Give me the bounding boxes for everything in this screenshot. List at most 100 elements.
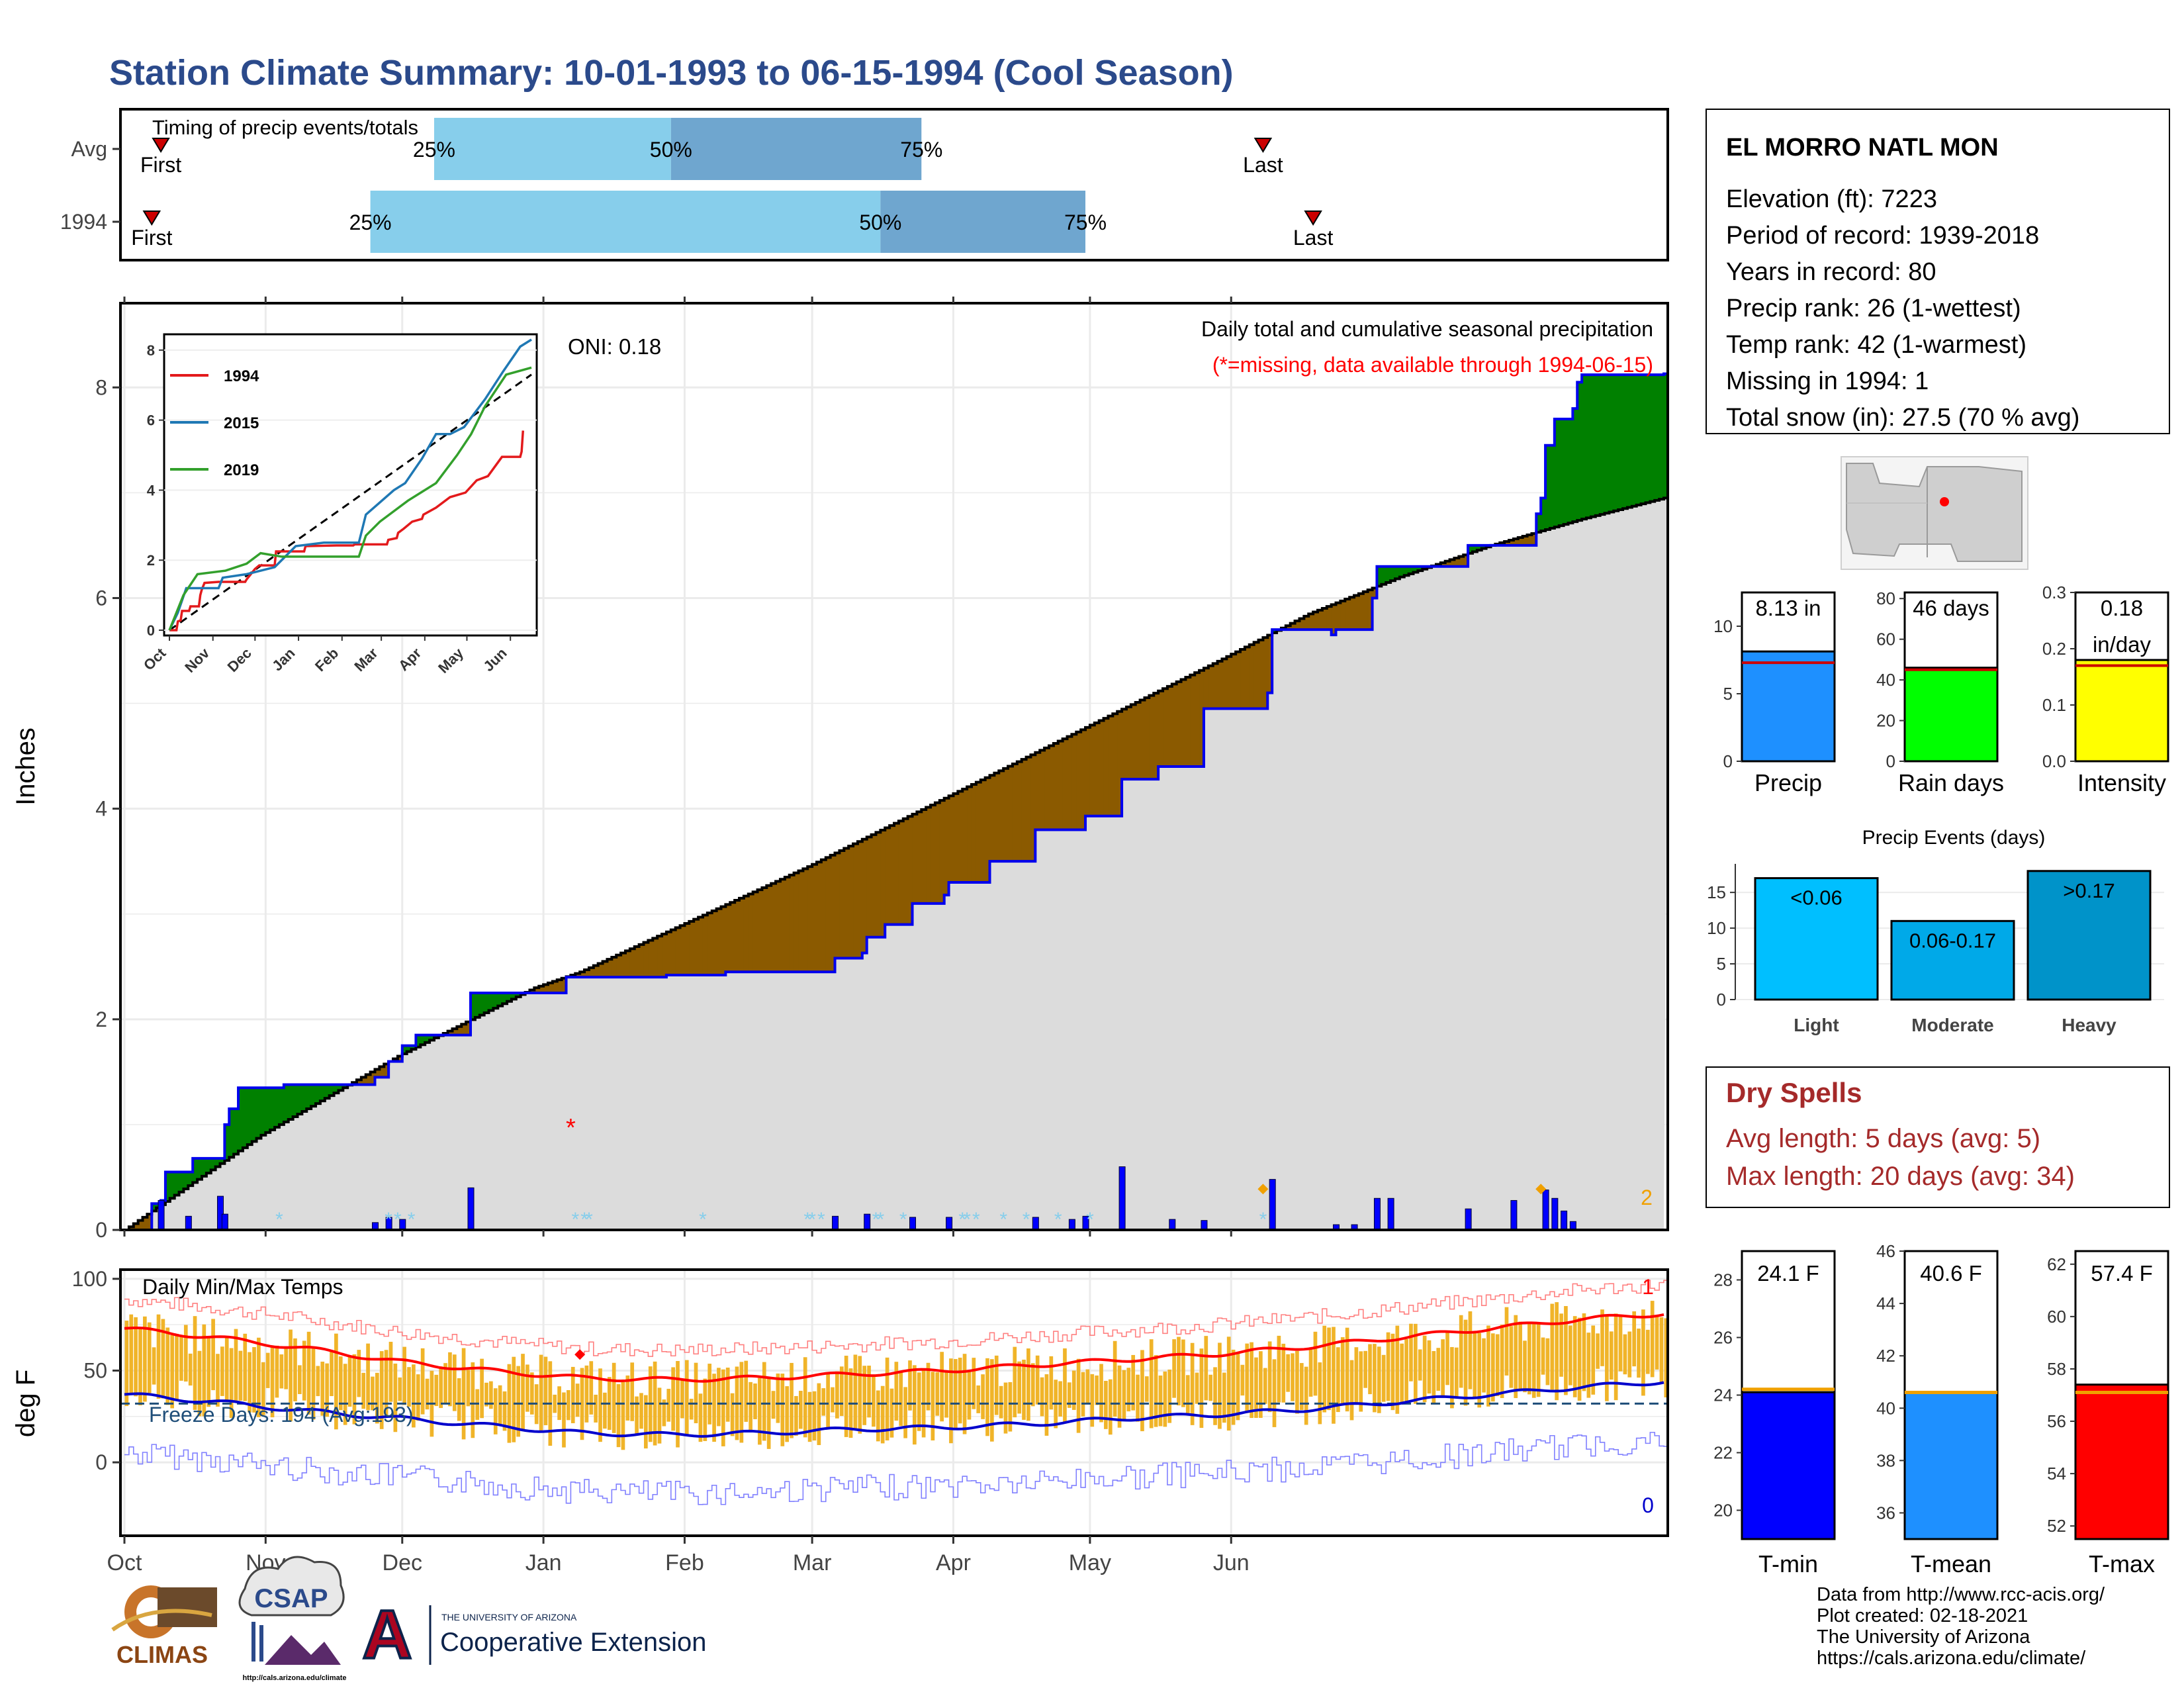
daily-temp-bar [1126, 1368, 1131, 1412]
credit-line: The University of Arizona [1817, 1626, 2030, 1648]
below-average-fill [1135, 702, 1141, 780]
daily-temp-bar [1536, 1324, 1541, 1397]
above-average-fill [343, 1084, 348, 1088]
temp-summary-y-tick-label: 54 [2047, 1464, 2066, 1483]
below-average-fill [725, 904, 731, 972]
daily-temp-bar [1095, 1375, 1099, 1405]
below-average-fill [898, 821, 904, 925]
snow-marker: * [958, 1209, 966, 1231]
above-average-fill [1577, 382, 1582, 521]
above-average-fill [471, 993, 476, 1020]
inset-average-line [169, 373, 532, 632]
daily-temp-bar [594, 1394, 598, 1423]
daily-temp-bar [1013, 1346, 1017, 1418]
below-average-fill [766, 885, 772, 972]
daily-temp-bar [680, 1380, 684, 1419]
daily-temp-bar [220, 1346, 224, 1396]
daily-temp-bar [521, 1354, 525, 1432]
below-average-fill [375, 1069, 380, 1078]
credit-line: Plot created: 02-18-2021 [1817, 1605, 2028, 1626]
temp-summary-y-tick-label: 24 [1713, 1385, 1733, 1405]
daily-temp-bar [944, 1371, 948, 1418]
below-average-fill [1040, 750, 1045, 830]
daily-temp-bar [999, 1385, 1003, 1419]
snow-marker: * [963, 1209, 971, 1231]
daily-temp-bar [794, 1395, 798, 1436]
daily-temp-bar [1418, 1349, 1422, 1381]
missing-marker: * [566, 1114, 576, 1142]
timing-row-label: 1994 [60, 210, 107, 234]
daily-temp-bar [1030, 1363, 1035, 1407]
above-average-fill [201, 1158, 207, 1176]
below-average-fill [953, 793, 958, 882]
below-average-fill [1336, 602, 1342, 630]
below-average-fill [1331, 604, 1337, 635]
summary-value-bar [1903, 667, 1999, 763]
daily-temp-bar [744, 1360, 749, 1422]
below-average-fill [1035, 752, 1040, 830]
above-average-fill [1545, 445, 1551, 530]
daily-temp-bar [1158, 1375, 1163, 1427]
daily-temp-bar [1090, 1374, 1095, 1427]
above-average-fill [1394, 566, 1400, 579]
daily-temp-bar [393, 1363, 398, 1432]
above-average-fill [420, 1035, 426, 1045]
station-info-line: Missing in 1994: 1 [1726, 367, 1929, 395]
above-average-fill [306, 1084, 312, 1109]
below-average-fill [142, 1217, 148, 1230]
below-average-fill [1185, 677, 1191, 767]
daily-temp-bar [420, 1348, 425, 1415]
daily-temp-bar [1627, 1331, 1632, 1378]
above-average-fill [1614, 375, 1619, 511]
daily-temp-bar [1463, 1319, 1468, 1406]
below-average-fill [1062, 739, 1068, 830]
daily-temp-bar [976, 1385, 981, 1413]
daily-temp-bar [899, 1372, 903, 1427]
above-average-fill [1655, 375, 1660, 500]
daily-temp-bar [165, 1327, 170, 1405]
below-average-fill [889, 825, 895, 925]
below-average-fill [934, 802, 940, 904]
above-average-fill [210, 1158, 216, 1170]
below-average-fill [1513, 538, 1519, 545]
timing-pct-label: 50% [650, 138, 692, 162]
daily-precip-bar [1032, 1217, 1039, 1231]
daily-temp-bar [398, 1377, 402, 1401]
station-info-line: Total snow (in): 27.5 (70 % avg) [1726, 404, 2079, 432]
above-average-fill [498, 993, 503, 1006]
below-average-fill [1149, 695, 1154, 780]
below-average-fill [876, 832, 881, 937]
daily-temp-bar [1003, 1382, 1008, 1434]
snow-marker: * [808, 1209, 816, 1231]
above-average-fill [1650, 375, 1655, 502]
below-average-fill [1048, 745, 1054, 830]
daily-temp-bar [935, 1372, 940, 1416]
daily-temp-bar [1550, 1303, 1555, 1390]
daily-temp-bar [872, 1374, 876, 1427]
below-average-fill [989, 775, 995, 862]
below-average-fill [1212, 663, 1218, 709]
above-average-fill [493, 993, 498, 1009]
below-average-fill [612, 957, 617, 978]
y-tick-label: 0 [95, 1218, 107, 1242]
below-average-fill [653, 938, 658, 978]
above-average-fill [1631, 375, 1637, 506]
daily-temp-bar [707, 1364, 712, 1425]
daily-precip-bar [1542, 1190, 1549, 1231]
summary-value-bar [1741, 650, 1836, 763]
daily-temp-bar [1427, 1340, 1432, 1394]
month-axis: Oct Nov Dec Jan Feb Mar Apr May Jun [107, 297, 1250, 1575]
above-average-fill [183, 1172, 189, 1189]
snow-marker: * [699, 1209, 707, 1231]
daily-temp-bar [1618, 1315, 1623, 1372]
daily-temp-bar [1582, 1313, 1586, 1391]
below-average-fill [1263, 637, 1268, 709]
climas-logo-text: CLIMAS [116, 1641, 208, 1668]
below-average-fill [1008, 766, 1013, 862]
temp-summary-y-tick-label: 58 [2047, 1359, 2066, 1379]
daily-temp-bar [1609, 1331, 1614, 1380]
below-average-fill [147, 1214, 152, 1230]
above-average-fill [256, 1088, 262, 1139]
temp-y-tick-label: 50 [83, 1358, 107, 1382]
below-average-fill [361, 1077, 367, 1085]
